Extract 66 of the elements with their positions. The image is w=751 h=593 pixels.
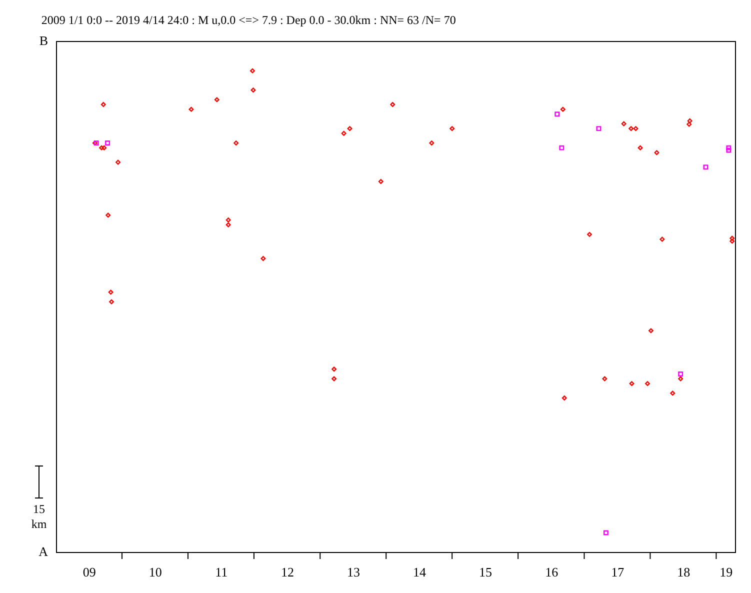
point: [629, 381, 634, 386]
x-tick-label: 18: [677, 564, 690, 580]
point: [654, 150, 660, 156]
point: [390, 102, 396, 107]
point: [726, 145, 732, 150]
point: [602, 376, 608, 382]
point: [234, 140, 239, 146]
point: [603, 530, 608, 536]
point: [554, 112, 560, 117]
point: [560, 106, 566, 112]
text: B: [39, 33, 48, 48]
point: [429, 140, 434, 146]
point: [638, 145, 643, 150]
point: [226, 218, 231, 222]
point: [260, 256, 266, 261]
x-tick-label: 11: [215, 564, 228, 580]
point: [628, 126, 634, 132]
point: [645, 381, 650, 386]
point: [116, 160, 120, 165]
x-tick-label: 10: [148, 564, 162, 580]
point: [670, 390, 676, 396]
point: [250, 88, 256, 93]
point: [726, 148, 732, 153]
point: [105, 140, 110, 146]
point: [587, 232, 592, 237]
point: [214, 97, 220, 102]
x-tick-label: 13: [347, 564, 360, 580]
point: [188, 106, 194, 112]
point: [730, 238, 735, 244]
x-tick-label: 16: [545, 564, 559, 580]
x-tick-label: 09: [82, 564, 96, 580]
point: [347, 126, 352, 132]
point: [660, 236, 665, 242]
point: [332, 376, 337, 382]
text: 15 km: [31, 502, 48, 531]
point: [596, 126, 602, 132]
point: [559, 145, 564, 150]
x-tick-label: 15: [478, 564, 492, 580]
point: [106, 212, 111, 218]
point: [678, 371, 684, 376]
point: [633, 126, 638, 132]
point: [562, 396, 567, 400]
text: A: [38, 544, 49, 559]
point: [109, 299, 114, 304]
point: [378, 179, 384, 184]
point: [621, 121, 626, 126]
x-tick-label: 12: [281, 564, 294, 580]
point: [686, 122, 692, 127]
point: [687, 118, 692, 124]
x-tick-label: 19: [720, 564, 733, 580]
point: [108, 290, 114, 295]
point: [450, 126, 455, 132]
point: [730, 236, 735, 241]
point: [226, 222, 231, 228]
point: [250, 68, 255, 74]
point: [703, 164, 708, 170]
point: [332, 366, 337, 372]
x-tick-label: 14: [413, 564, 426, 580]
point: [99, 145, 104, 150]
point: [100, 102, 106, 107]
x-tick-label: 17: [611, 564, 625, 580]
point: [648, 328, 654, 334]
point: [678, 376, 684, 382]
point: [341, 130, 346, 136]
point: [102, 145, 107, 150]
chart-title: 2009 1/1 0:0 -- 2019 4/14 24:0 : M u,0.0 <=> 7.9 : Dep 0.0 - 30.0km : NN= 63 /N= 70: [41, 13, 456, 27]
